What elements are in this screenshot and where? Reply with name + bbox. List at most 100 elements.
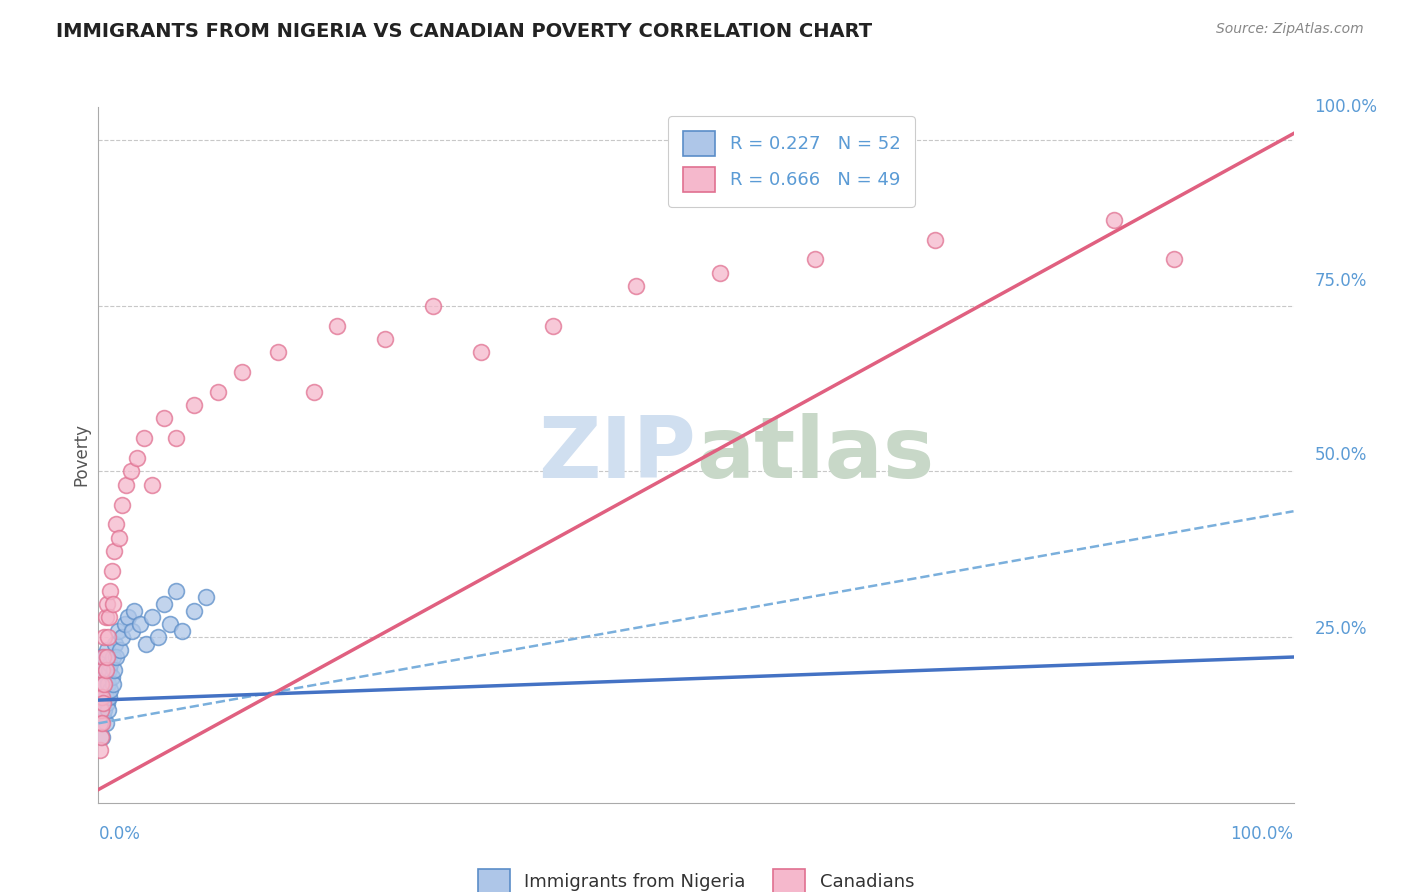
Point: [91, 730, 114, 744]
Point: [98, 683, 122, 698]
Point: [541, 318, 564, 333]
Point: [96, 697, 118, 711]
Point: [90, 703, 112, 717]
Point: [93, 650, 115, 665]
Point: [93, 703, 115, 717]
Point: [98, 663, 121, 677]
Point: [101, 676, 124, 690]
Point: [96, 643, 118, 657]
Point: [129, 616, 152, 631]
Point: [804, 252, 827, 267]
Point: [90, 670, 112, 684]
Point: [91, 716, 114, 731]
Point: [98, 610, 121, 624]
Point: [924, 233, 946, 247]
Point: [97, 703, 120, 717]
Text: ZIP: ZIP: [538, 413, 696, 497]
Point: [107, 624, 129, 638]
Point: [183, 604, 205, 618]
Text: 75.0%: 75.0%: [1315, 272, 1367, 290]
Point: [89, 663, 111, 677]
Point: [94, 663, 117, 677]
Point: [101, 597, 124, 611]
Point: [141, 477, 163, 491]
Point: [1163, 252, 1185, 267]
Point: [115, 477, 138, 491]
Point: [103, 663, 125, 677]
Point: [91, 697, 114, 711]
Point: [470, 345, 492, 359]
Point: [89, 743, 111, 757]
Point: [91, 697, 114, 711]
Point: [90, 650, 112, 665]
Point: [1102, 212, 1125, 227]
Point: [100, 564, 122, 578]
Point: [148, 630, 170, 644]
Point: [103, 544, 125, 558]
Point: [326, 318, 349, 333]
Point: [135, 637, 157, 651]
Point: [105, 650, 128, 665]
Point: [90, 716, 112, 731]
Point: [96, 670, 118, 684]
Text: IMMIGRANTS FROM NIGERIA VS CANADIAN POVERTY CORRELATION CHART: IMMIGRANTS FROM NIGERIA VS CANADIAN POVE…: [56, 22, 872, 41]
Text: 25.0%: 25.0%: [1315, 620, 1367, 638]
Point: [153, 411, 176, 425]
Point: [183, 398, 205, 412]
Text: atlas: atlas: [696, 413, 934, 497]
Point: [96, 597, 118, 611]
Point: [89, 690, 111, 704]
Point: [132, 431, 155, 445]
Point: [89, 703, 111, 717]
Text: 0.0%: 0.0%: [98, 825, 141, 843]
Point: [114, 616, 136, 631]
Point: [125, 451, 148, 466]
Point: [91, 650, 114, 665]
Point: [94, 690, 117, 704]
Legend: Immigrants from Nigeria, Canadians: Immigrants from Nigeria, Canadians: [463, 855, 929, 892]
Text: 50.0%: 50.0%: [1315, 446, 1367, 464]
Point: [93, 630, 115, 644]
Point: [100, 670, 122, 684]
Point: [302, 384, 325, 399]
Text: Source: ZipAtlas.com: Source: ZipAtlas.com: [1216, 22, 1364, 37]
Point: [94, 663, 117, 677]
Y-axis label: Poverty: Poverty: [72, 424, 90, 486]
Point: [709, 266, 731, 280]
Point: [91, 676, 114, 690]
Point: [153, 597, 176, 611]
Point: [98, 583, 122, 598]
Text: 100.0%: 100.0%: [1315, 98, 1378, 116]
Point: [90, 690, 112, 704]
Point: [93, 676, 115, 690]
Point: [374, 332, 396, 346]
Point: [91, 657, 114, 671]
Point: [91, 683, 114, 698]
Point: [90, 730, 112, 744]
Point: [91, 690, 114, 704]
Point: [624, 279, 647, 293]
Point: [111, 498, 134, 512]
Point: [91, 663, 114, 677]
Point: [101, 650, 124, 665]
Point: [172, 624, 194, 638]
Text: 100.0%: 100.0%: [1230, 825, 1294, 843]
Point: [96, 650, 118, 665]
Point: [94, 610, 117, 624]
Point: [120, 465, 142, 479]
Point: [207, 384, 229, 399]
Point: [121, 624, 143, 638]
Point: [159, 616, 181, 631]
Point: [231, 365, 253, 379]
Point: [93, 676, 115, 690]
Point: [90, 676, 112, 690]
Point: [91, 663, 114, 677]
Point: [94, 716, 117, 731]
Point: [91, 709, 114, 723]
Point: [124, 604, 146, 618]
Point: [422, 299, 444, 313]
Point: [165, 431, 187, 445]
Point: [89, 716, 111, 731]
Point: [97, 676, 120, 690]
Point: [111, 630, 134, 644]
